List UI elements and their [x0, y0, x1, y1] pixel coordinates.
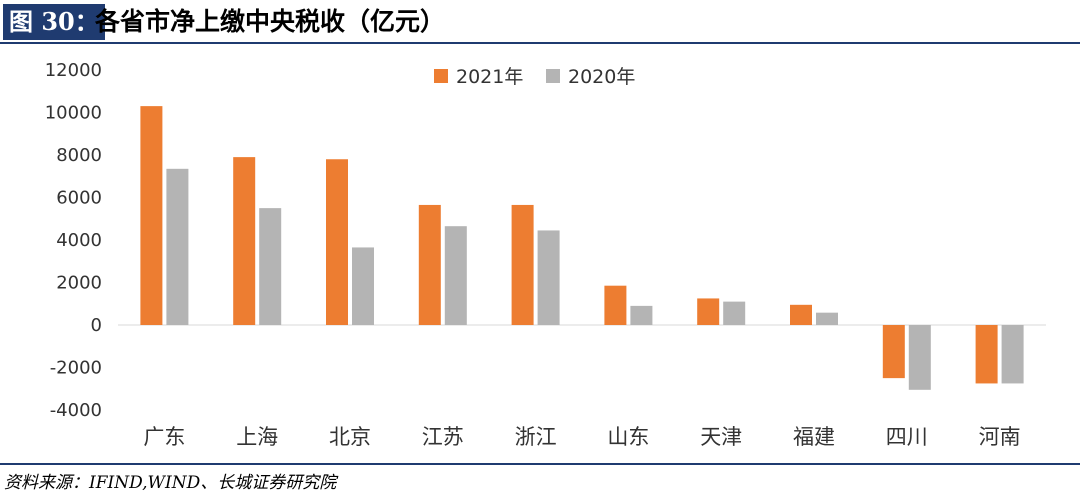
legend-label-2020: 2020年	[568, 66, 635, 88]
bar-2020-8	[908, 325, 931, 390]
bar-2020-1	[259, 208, 282, 325]
bar-2020-9	[1001, 325, 1024, 384]
y-tick-label: 2000	[56, 273, 102, 294]
bar-2020-5	[630, 305, 653, 325]
bar-2021-5	[604, 285, 627, 325]
bar-2020-7	[816, 312, 838, 325]
x-category-label: 浙江	[515, 425, 557, 449]
bar-2020-2	[352, 247, 374, 325]
bar-2021-9	[975, 325, 998, 384]
bar-2020-3	[444, 226, 467, 325]
header-rule	[0, 42, 1080, 44]
y-tick-label: 12000	[45, 60, 102, 81]
bar-chart: 12000 10000 8000 6000 4000 2000 0 -2000 -4000 广东 上…	[45, 60, 1046, 449]
bar-2020-4	[537, 230, 560, 325]
bar-2021-6	[697, 298, 720, 325]
source-note: 资料来源：IFIND,WIND、长城证券研究院	[4, 473, 337, 493]
figure-header: 图 30： 各省市净上缴中央税收（亿元）	[0, 0, 1080, 44]
x-category-label: 上海	[236, 425, 278, 449]
legend-swatch-2020	[546, 69, 560, 83]
x-category-label: 广东	[143, 425, 185, 449]
x-category-label: 河南	[979, 425, 1021, 449]
y-tick-label: 8000	[56, 145, 102, 166]
y-tick-label: 4000	[56, 230, 102, 251]
y-tick-label: -2000	[50, 358, 102, 379]
bar-2020-0	[166, 168, 189, 325]
x-category-label: 北京	[329, 425, 371, 449]
figure-label: 图 30：	[3, 4, 105, 40]
figure-title: 各省市净上缴中央税收（亿元）	[95, 7, 446, 36]
y-tick-label: 6000	[56, 188, 102, 209]
bar-2021-7	[790, 304, 812, 325]
y-tick-label: -4000	[50, 400, 102, 421]
x-category-label: 江苏	[422, 425, 464, 449]
x-category-label: 山东	[607, 425, 649, 449]
x-category-label: 福建	[793, 425, 835, 449]
legend-label-2021: 2021年	[456, 66, 523, 88]
bar-2021-0	[140, 106, 163, 325]
x-category-label: 四川	[886, 425, 928, 449]
legend-swatch-2021	[434, 69, 448, 83]
bar-2021-2	[326, 159, 348, 325]
bar-2021-3	[418, 204, 441, 325]
bar-2021-1	[233, 157, 256, 325]
y-tick-label: 10000	[45, 103, 102, 124]
bar-2021-8	[882, 325, 905, 379]
footer-rule	[0, 463, 1080, 465]
y-tick-label: 0	[91, 315, 102, 336]
bar-2021-4	[511, 204, 534, 325]
bar-2020-6	[723, 301, 746, 325]
x-category-label: 天津	[700, 425, 742, 449]
